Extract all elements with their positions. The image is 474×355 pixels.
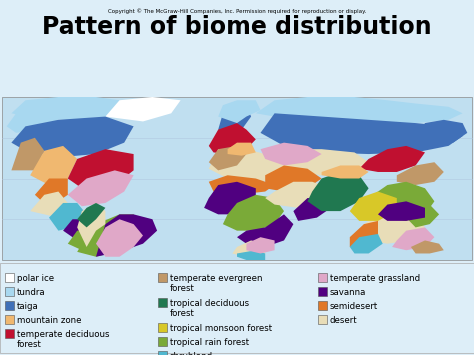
Polygon shape [246,237,274,253]
Polygon shape [228,143,256,156]
FancyBboxPatch shape [318,315,327,324]
Polygon shape [265,165,321,192]
FancyBboxPatch shape [158,337,167,346]
Text: mountain zone: mountain zone [17,316,82,325]
Polygon shape [96,214,157,257]
Polygon shape [261,143,321,165]
Polygon shape [308,172,369,211]
FancyBboxPatch shape [318,273,327,282]
Polygon shape [49,203,87,231]
Polygon shape [209,175,274,195]
Text: Copyright © The McGraw-Hill Companies, Inc. Permission required for reproduction: Copyright © The McGraw-Hill Companies, I… [108,8,366,13]
Polygon shape [416,120,467,146]
Polygon shape [392,228,434,250]
Text: taiga: taiga [17,302,39,311]
Polygon shape [378,201,425,221]
Polygon shape [359,146,425,172]
Polygon shape [204,182,256,214]
Text: shrubland: shrubland [170,352,213,355]
Polygon shape [105,97,181,121]
Polygon shape [77,203,105,247]
Polygon shape [359,211,425,244]
FancyBboxPatch shape [5,301,14,310]
FancyBboxPatch shape [158,323,167,332]
Polygon shape [77,214,143,257]
Polygon shape [68,231,91,250]
Polygon shape [218,105,251,136]
Polygon shape [96,219,143,257]
Text: semidesert: semidesert [330,302,378,311]
FancyBboxPatch shape [158,298,167,307]
FancyBboxPatch shape [5,315,14,324]
FancyBboxPatch shape [318,287,327,296]
Polygon shape [232,240,265,257]
Polygon shape [218,100,261,123]
Text: polar ice: polar ice [17,274,54,283]
Polygon shape [321,165,369,179]
Polygon shape [237,250,265,260]
Text: desert: desert [330,316,357,325]
Polygon shape [30,146,77,185]
FancyBboxPatch shape [5,287,14,296]
Polygon shape [30,192,68,218]
FancyBboxPatch shape [0,263,474,353]
Polygon shape [68,170,134,206]
Polygon shape [350,192,397,221]
Text: tropical monsoon forest: tropical monsoon forest [170,324,272,333]
Polygon shape [350,221,378,247]
Polygon shape [293,198,331,221]
Text: tundra: tundra [17,288,46,297]
Polygon shape [265,182,331,208]
FancyBboxPatch shape [158,351,167,355]
Polygon shape [406,204,439,228]
FancyBboxPatch shape [5,329,14,338]
Polygon shape [256,97,463,123]
FancyBboxPatch shape [5,273,14,282]
Text: Pattern of biome distribution: Pattern of biome distribution [42,15,432,39]
Text: tropical deciduous
forest: tropical deciduous forest [170,299,249,318]
Polygon shape [11,138,44,170]
Polygon shape [209,123,256,154]
Polygon shape [397,162,444,185]
Polygon shape [68,149,134,192]
Polygon shape [223,195,284,231]
Polygon shape [11,116,134,157]
Polygon shape [35,179,68,208]
FancyBboxPatch shape [158,273,167,282]
Polygon shape [411,240,444,253]
Text: tropical rain forest: tropical rain forest [170,338,249,347]
FancyBboxPatch shape [318,301,327,310]
Polygon shape [274,149,369,175]
Polygon shape [369,182,434,221]
Text: temperate grassland: temperate grassland [330,274,420,283]
Text: temperate deciduous
forest: temperate deciduous forest [17,330,109,349]
Polygon shape [209,146,246,170]
FancyBboxPatch shape [2,97,472,260]
Polygon shape [7,110,58,133]
Polygon shape [237,214,293,247]
Polygon shape [261,113,463,154]
Text: temperate evergreen
forest: temperate evergreen forest [170,274,263,293]
Polygon shape [209,149,293,182]
Polygon shape [63,219,87,240]
Polygon shape [350,234,383,253]
Polygon shape [77,203,105,228]
Text: savanna: savanna [330,288,366,297]
Polygon shape [11,97,134,120]
